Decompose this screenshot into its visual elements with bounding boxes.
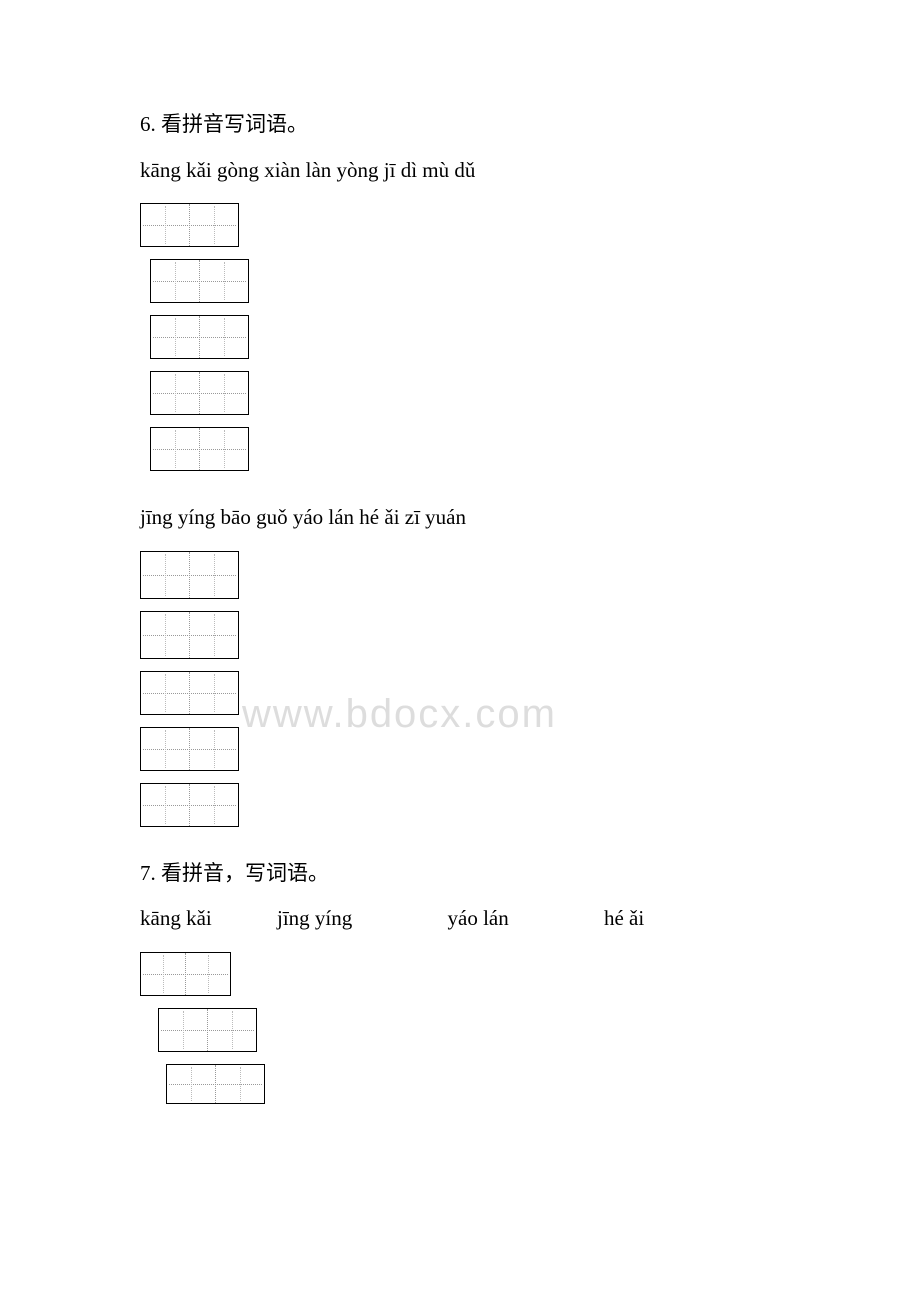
q7-pinyin-item: kāng kǎi: [140, 902, 212, 936]
page: www.bdocx.com 6. 看拼音写词语。 kāng kǎi gòng x…: [0, 0, 920, 1302]
char-box: [150, 315, 249, 359]
q7-pinyin-item: hé ǎi: [604, 902, 644, 936]
q7-pinyin-item: yáo lán: [448, 902, 509, 936]
char-box: [140, 551, 239, 599]
q6-pinyin-row2: jīng yíng bāo guǒ yáo lán hé ǎi zī yuán: [140, 501, 780, 535]
q7-pinyin-item: jīng yíng: [277, 902, 352, 936]
q6-pinyin-row1: kāng kǎi gòng xiàn làn yòng jī dì mù dǔ: [140, 154, 780, 188]
char-box: [158, 1008, 257, 1052]
q7-pinyin-row: kāng kǎi jīng yíng yáo lán hé ǎi: [140, 902, 780, 936]
q6-boxes-group-1: [140, 203, 780, 483]
char-box: [140, 611, 239, 659]
char-box: [166, 1064, 265, 1104]
char-box: [150, 259, 249, 303]
q6-heading: 6. 看拼音写词语。: [140, 108, 780, 142]
char-box: [150, 371, 249, 415]
q6-boxes-group-2: [140, 551, 780, 839]
q7-boxes-group: [140, 952, 780, 1116]
char-box: [140, 952, 231, 996]
char-box: [140, 671, 239, 715]
q7-heading: 7. 看拼音，写词语。: [140, 857, 780, 891]
char-box: [140, 203, 239, 247]
char-box: [140, 783, 239, 827]
char-box: [140, 727, 239, 771]
char-box: [150, 427, 249, 471]
